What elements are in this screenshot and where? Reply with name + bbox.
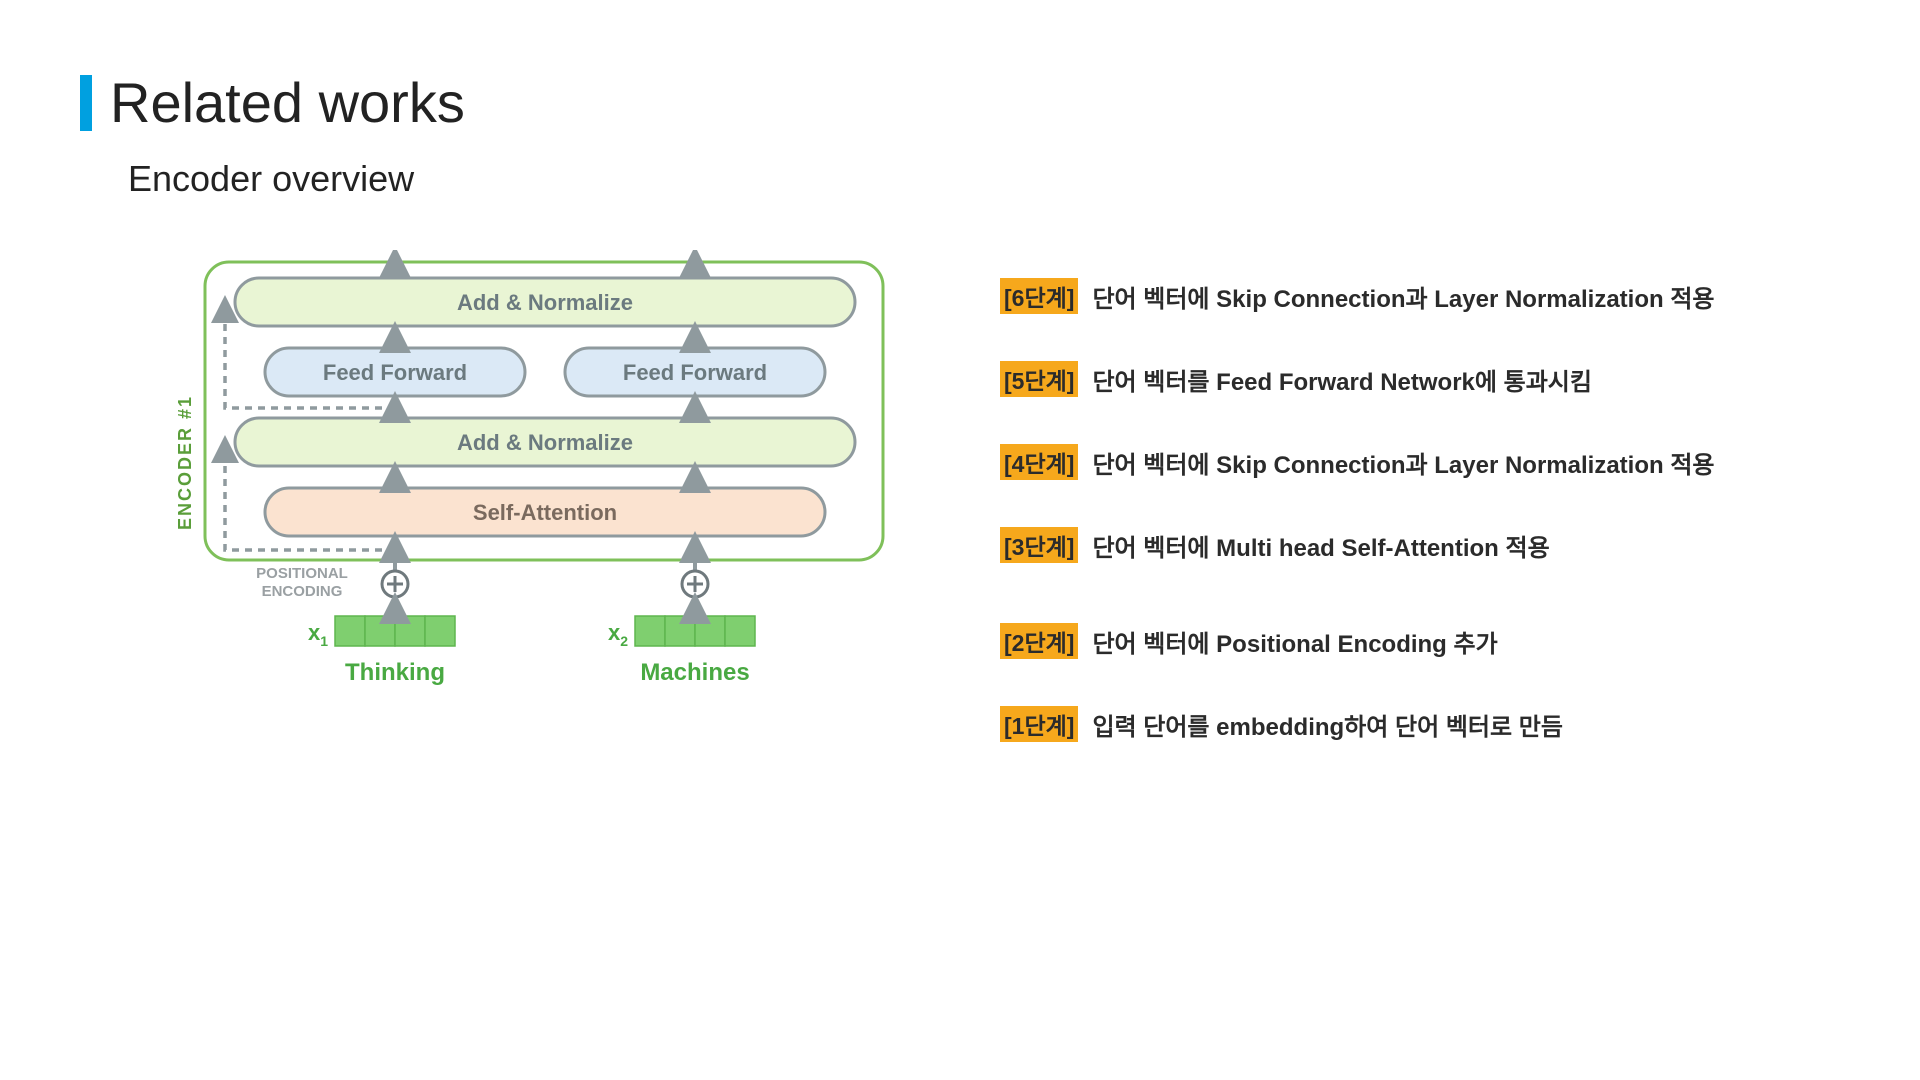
step-tag: [5단계] xyxy=(1000,361,1078,397)
token-x1-var: x1 xyxy=(308,620,328,649)
step-desc: 단어 벡터에 Positional Encoding 추가 xyxy=(1092,624,1497,659)
step-tag: [6단계] xyxy=(1000,278,1078,314)
subtitle: Encoder overview xyxy=(128,158,414,200)
title-accent xyxy=(80,75,92,131)
step-desc: 단어 벡터에 Multi head Self-Attention 적용 xyxy=(1092,528,1549,563)
step-tag: [1단계] xyxy=(1000,706,1078,742)
diagram-svg: Add & Normalize Feed Forward Feed Forwar… xyxy=(130,250,910,750)
add-norm-mid-label: Add & Normalize xyxy=(457,430,633,455)
step-desc: 단어 벡터에 Skip Connection과 Layer Normalizat… xyxy=(1092,279,1714,314)
positional-label-2: ENCODING xyxy=(262,583,343,600)
feed-forward-left-label: Feed Forward xyxy=(323,360,467,385)
token-x2-word: Machines xyxy=(640,659,749,686)
title-bar: Related works xyxy=(80,70,465,135)
step-1: [1단계] 입력 단어를 embedding하여 단어 벡터로 만듬 xyxy=(1000,706,1860,742)
step-desc: 입력 단어를 embedding하여 단어 벡터로 만듬 xyxy=(1092,707,1562,742)
feed-forward-right-label: Feed Forward xyxy=(623,360,767,385)
step-desc: 단어 벡터를 Feed Forward Network에 통과시킴 xyxy=(1092,362,1592,397)
encoder-diagram: ENCODER #1 Add & Normalize Feed Forward … xyxy=(130,250,890,720)
step-4: [4단계] 단어 벡터에 Skip Connection과 Layer Norm… xyxy=(1000,444,1860,480)
page-title: Related works xyxy=(110,70,465,135)
token-x1-boxes xyxy=(335,616,455,646)
self-attention-label: Self-Attention xyxy=(473,500,617,525)
positional-label-1: POSITIONAL xyxy=(256,565,348,582)
token-x2-boxes xyxy=(635,616,755,646)
step-6: [6단계] 단어 벡터에 Skip Connection과 Layer Norm… xyxy=(1000,278,1860,314)
add-norm-top-label: Add & Normalize xyxy=(457,290,633,315)
token-x2-var: x2 xyxy=(608,620,628,649)
step-desc: 단어 벡터에 Skip Connection과 Layer Normalizat… xyxy=(1092,445,1714,480)
step-tag: [3단계] xyxy=(1000,527,1078,563)
step-5: [5단계] 단어 벡터를 Feed Forward Network에 통과시킴 xyxy=(1000,361,1860,397)
steps-list: [6단계] 단어 벡터에 Skip Connection과 Layer Norm… xyxy=(1000,278,1860,789)
token-x1-word: Thinking xyxy=(345,659,445,686)
step-2: [2단계] 단어 벡터에 Positional Encoding 추가 xyxy=(1000,623,1860,659)
step-tag: [2단계] xyxy=(1000,623,1078,659)
step-tag: [4단계] xyxy=(1000,444,1078,480)
step-3: [3단계] 단어 벡터에 Multi head Self-Attention 적… xyxy=(1000,527,1860,563)
